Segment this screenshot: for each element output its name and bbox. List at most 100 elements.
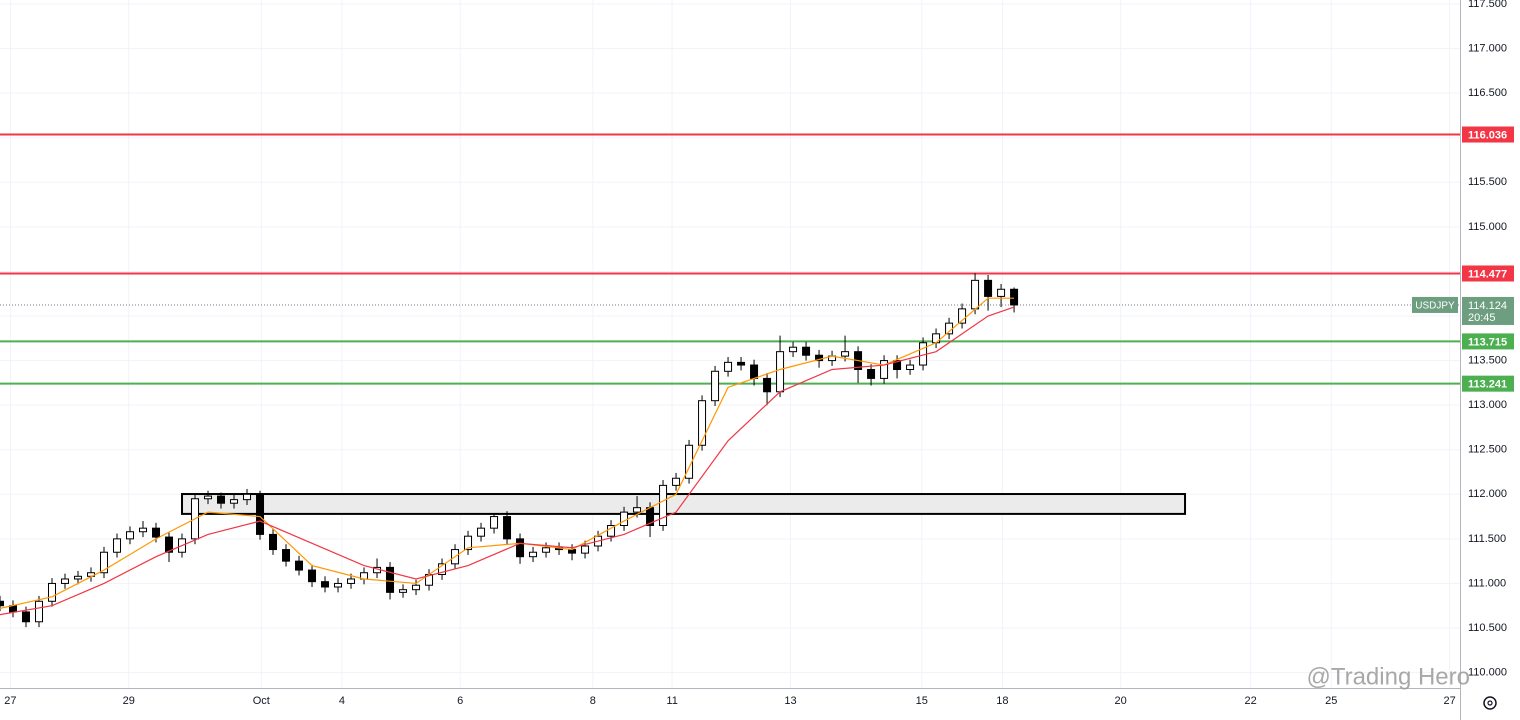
gear[interactable] bbox=[1483, 696, 1497, 710]
candle-body bbox=[958, 308, 967, 324]
candle-body bbox=[139, 527, 148, 533]
symbol-label: USDJPY bbox=[1415, 301, 1455, 312]
candle-body bbox=[971, 279, 980, 310]
y-tick-label: 117.500 bbox=[1468, 0, 1507, 10]
candle-body bbox=[711, 370, 720, 402]
candle-body bbox=[685, 444, 694, 479]
level-label: 114.477 bbox=[1468, 268, 1507, 280]
candle-body bbox=[802, 346, 811, 356]
candle-body bbox=[659, 484, 668, 526]
level-label-box bbox=[1462, 265, 1514, 282]
candle-body bbox=[217, 495, 226, 504]
x-tick-label: 22 bbox=[1245, 695, 1257, 707]
x-tick-label: 25 bbox=[1325, 695, 1337, 707]
candle-body bbox=[61, 578, 70, 584]
candle-body bbox=[230, 499, 239, 504]
candle-body bbox=[22, 611, 31, 623]
candle-body bbox=[724, 361, 733, 372]
candle-body bbox=[321, 581, 330, 588]
x-tick-label: 20 bbox=[1115, 695, 1127, 707]
x-tick-label: 29 bbox=[123, 695, 135, 707]
plot bbox=[0, 133, 1460, 628]
candle-body bbox=[1010, 288, 1019, 306]
x-tick-label: 6 bbox=[457, 695, 463, 707]
x-tick-label: 18 bbox=[996, 695, 1008, 707]
candle-body bbox=[295, 560, 304, 571]
x-tick-label: 27 bbox=[4, 695, 16, 707]
x-tick-label: 13 bbox=[784, 695, 796, 707]
candle-body bbox=[347, 578, 356, 584]
candle-body bbox=[48, 582, 57, 602]
axes: 110.000 110.500 111.000 111.500 112.000 112.5… bbox=[4, 0, 1514, 707]
candle-body bbox=[74, 575, 83, 580]
candle-body bbox=[763, 377, 772, 393]
y-tick-label: 110.000 bbox=[1468, 666, 1507, 678]
candle-body bbox=[672, 477, 681, 486]
level-label: 113.241 bbox=[1468, 379, 1507, 391]
last-price-box bbox=[1462, 296, 1514, 325]
y-tick-label: 117.000 bbox=[1468, 42, 1507, 54]
candle-body bbox=[152, 527, 161, 538]
candle-body bbox=[815, 354, 824, 362]
x-tick-label: 4 bbox=[339, 695, 345, 707]
candle-body bbox=[880, 360, 889, 379]
x-tick-label: 11 bbox=[666, 695, 677, 707]
candle-body bbox=[542, 547, 551, 553]
candle-body bbox=[737, 361, 746, 366]
level-label-box bbox=[1462, 333, 1514, 350]
candle-body bbox=[438, 563, 447, 576]
x-tick-label: 27 bbox=[1443, 695, 1455, 707]
candle-body bbox=[490, 516, 499, 529]
y-tick-label: 111.000 bbox=[1468, 577, 1506, 589]
y-tick-label: 112.500 bbox=[1468, 444, 1507, 456]
candle-body bbox=[165, 536, 174, 553]
y-tick-label: 110.500 bbox=[1468, 622, 1507, 634]
y-tick-label: 113.000 bbox=[1468, 399, 1507, 411]
candle-body bbox=[100, 551, 109, 574]
x-tick-label: 15 bbox=[916, 695, 928, 707]
candle-body bbox=[126, 531, 135, 540]
candle-body bbox=[997, 288, 1006, 297]
countdown-label: 20:45 bbox=[1468, 312, 1496, 324]
candle-body bbox=[256, 493, 265, 535]
candle-body bbox=[984, 279, 993, 297]
candle-body bbox=[776, 351, 785, 393]
candle-body bbox=[399, 589, 408, 593]
candle-body bbox=[633, 507, 642, 513]
candle-body bbox=[581, 545, 590, 554]
x-tick-label: Oct bbox=[253, 695, 270, 707]
candle-body bbox=[412, 584, 421, 591]
candle-body bbox=[698, 400, 707, 446]
candle-body bbox=[204, 495, 213, 500]
y-tick-label: 116.500 bbox=[1468, 87, 1507, 99]
candle-body bbox=[529, 551, 538, 558]
level-label: 113.715 bbox=[1468, 336, 1507, 348]
candle-body bbox=[0, 600, 4, 607]
candle-body bbox=[477, 527, 486, 537]
candle-body bbox=[386, 566, 395, 593]
candle-body bbox=[243, 493, 252, 501]
candle-body bbox=[620, 511, 629, 526]
candle-body bbox=[503, 516, 512, 540]
candle-body bbox=[607, 524, 616, 537]
candle-body bbox=[789, 346, 798, 353]
candle-body bbox=[893, 360, 902, 370]
level-label-box bbox=[1462, 375, 1514, 392]
gear-center[interactable] bbox=[1487, 700, 1493, 706]
settings-icon[interactable] bbox=[1483, 696, 1497, 710]
moving-average bbox=[0, 306, 1015, 616]
candle-body bbox=[867, 368, 876, 379]
x-tick-label: 8 bbox=[590, 695, 596, 707]
y-tick-label: 115.000 bbox=[1468, 221, 1507, 233]
symbol-box bbox=[1412, 296, 1458, 313]
candle-body bbox=[269, 533, 278, 551]
candle-body bbox=[464, 535, 473, 551]
y-tick-label: 113.500 bbox=[1468, 354, 1507, 366]
candle-body bbox=[334, 582, 343, 588]
candle-body bbox=[516, 538, 525, 558]
zone bbox=[181, 493, 1187, 515]
watermark: @Trading Hero bbox=[1306, 663, 1470, 690]
candle-body bbox=[113, 538, 122, 553]
